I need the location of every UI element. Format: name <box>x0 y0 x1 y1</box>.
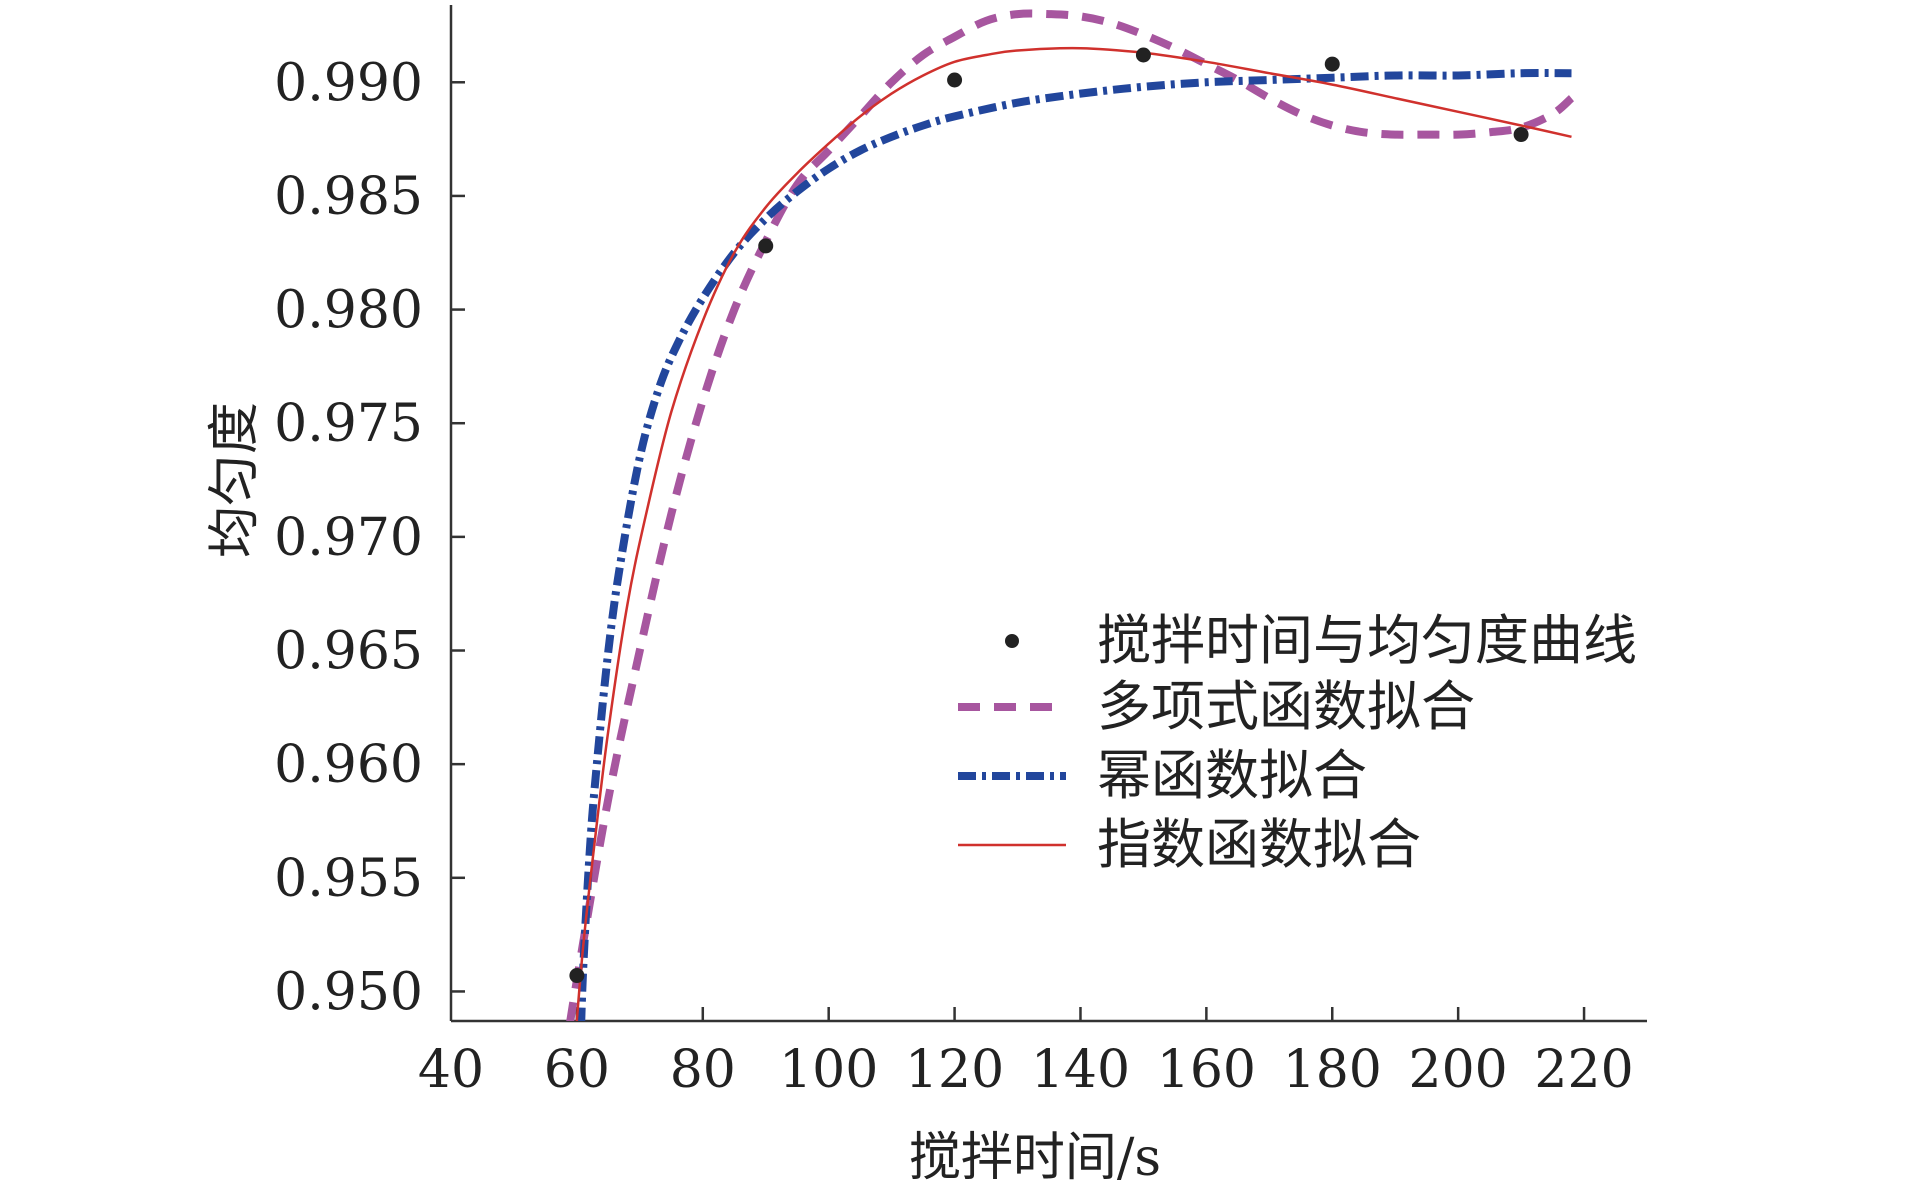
x-tick-label: 180 <box>1283 1040 1382 1100</box>
x-tick-label: 120 <box>905 1040 1004 1100</box>
data-point <box>1513 127 1529 143</box>
x-tick-label: 220 <box>1534 1040 1633 1100</box>
legend-marker-scatter <box>1005 634 1019 648</box>
y-axis-title: 均匀度 <box>205 402 265 558</box>
x-tick-label: 160 <box>1157 1040 1256 1100</box>
y-tick-label: 0.975 <box>274 394 423 454</box>
y-tick-label: 0.985 <box>274 167 423 227</box>
polynomial-fit-curve <box>566 9 1575 1021</box>
data-point <box>1324 56 1340 72</box>
legend-label-scatter: 搅拌时间与均匀度曲线 <box>1097 609 1637 672</box>
x-tick-label: 200 <box>1409 1040 1508 1100</box>
fit-curves <box>566 9 1575 1021</box>
x-axis-ticks: 40 60 80 100 120 140 160 180 200 220 <box>418 1007 1634 1100</box>
y-tick-label: 0.990 <box>274 53 423 113</box>
y-tick-label: 0.955 <box>274 849 423 909</box>
y-tick-label: 0.950 <box>274 962 423 1022</box>
legend-label-exponential: 指数函数拟合 <box>1097 813 1421 876</box>
x-tick-label: 80 <box>670 1040 736 1100</box>
legend: 搅拌时间与均匀度曲线 多项式函数拟合 幂函数拟合 指数函数拟合 <box>958 609 1637 876</box>
exponential-fit-curve <box>575 46 1572 1021</box>
data-point <box>569 968 585 984</box>
legend-label-power: 幂函数拟合 <box>1097 744 1367 807</box>
y-tick-label: 0.970 <box>274 508 423 568</box>
y-axis-ticks: 0.950 0.955 0.960 0.965 0.970 0.975 0.980 0.985… <box>274 53 465 1022</box>
x-tick-label: 140 <box>1031 1040 1130 1100</box>
x-tick-label: 40 <box>418 1040 484 1100</box>
x-tick-label: 100 <box>779 1040 878 1100</box>
legend-label-polynomial: 多项式函数拟合 <box>1097 675 1475 738</box>
data-point <box>1135 47 1151 63</box>
y-tick-label: 0.960 <box>274 735 423 795</box>
axes <box>449 5 1647 1023</box>
power-fit-curve <box>577 69 1572 1021</box>
data-point <box>758 238 774 254</box>
data-points <box>569 47 1529 984</box>
x-axis-title: 搅拌时间/s <box>909 1128 1161 1188</box>
y-tick-label: 0.980 <box>274 281 423 341</box>
y-tick-label: 0.965 <box>274 622 423 682</box>
data-point <box>947 72 963 88</box>
x-tick-label: 60 <box>544 1040 610 1100</box>
